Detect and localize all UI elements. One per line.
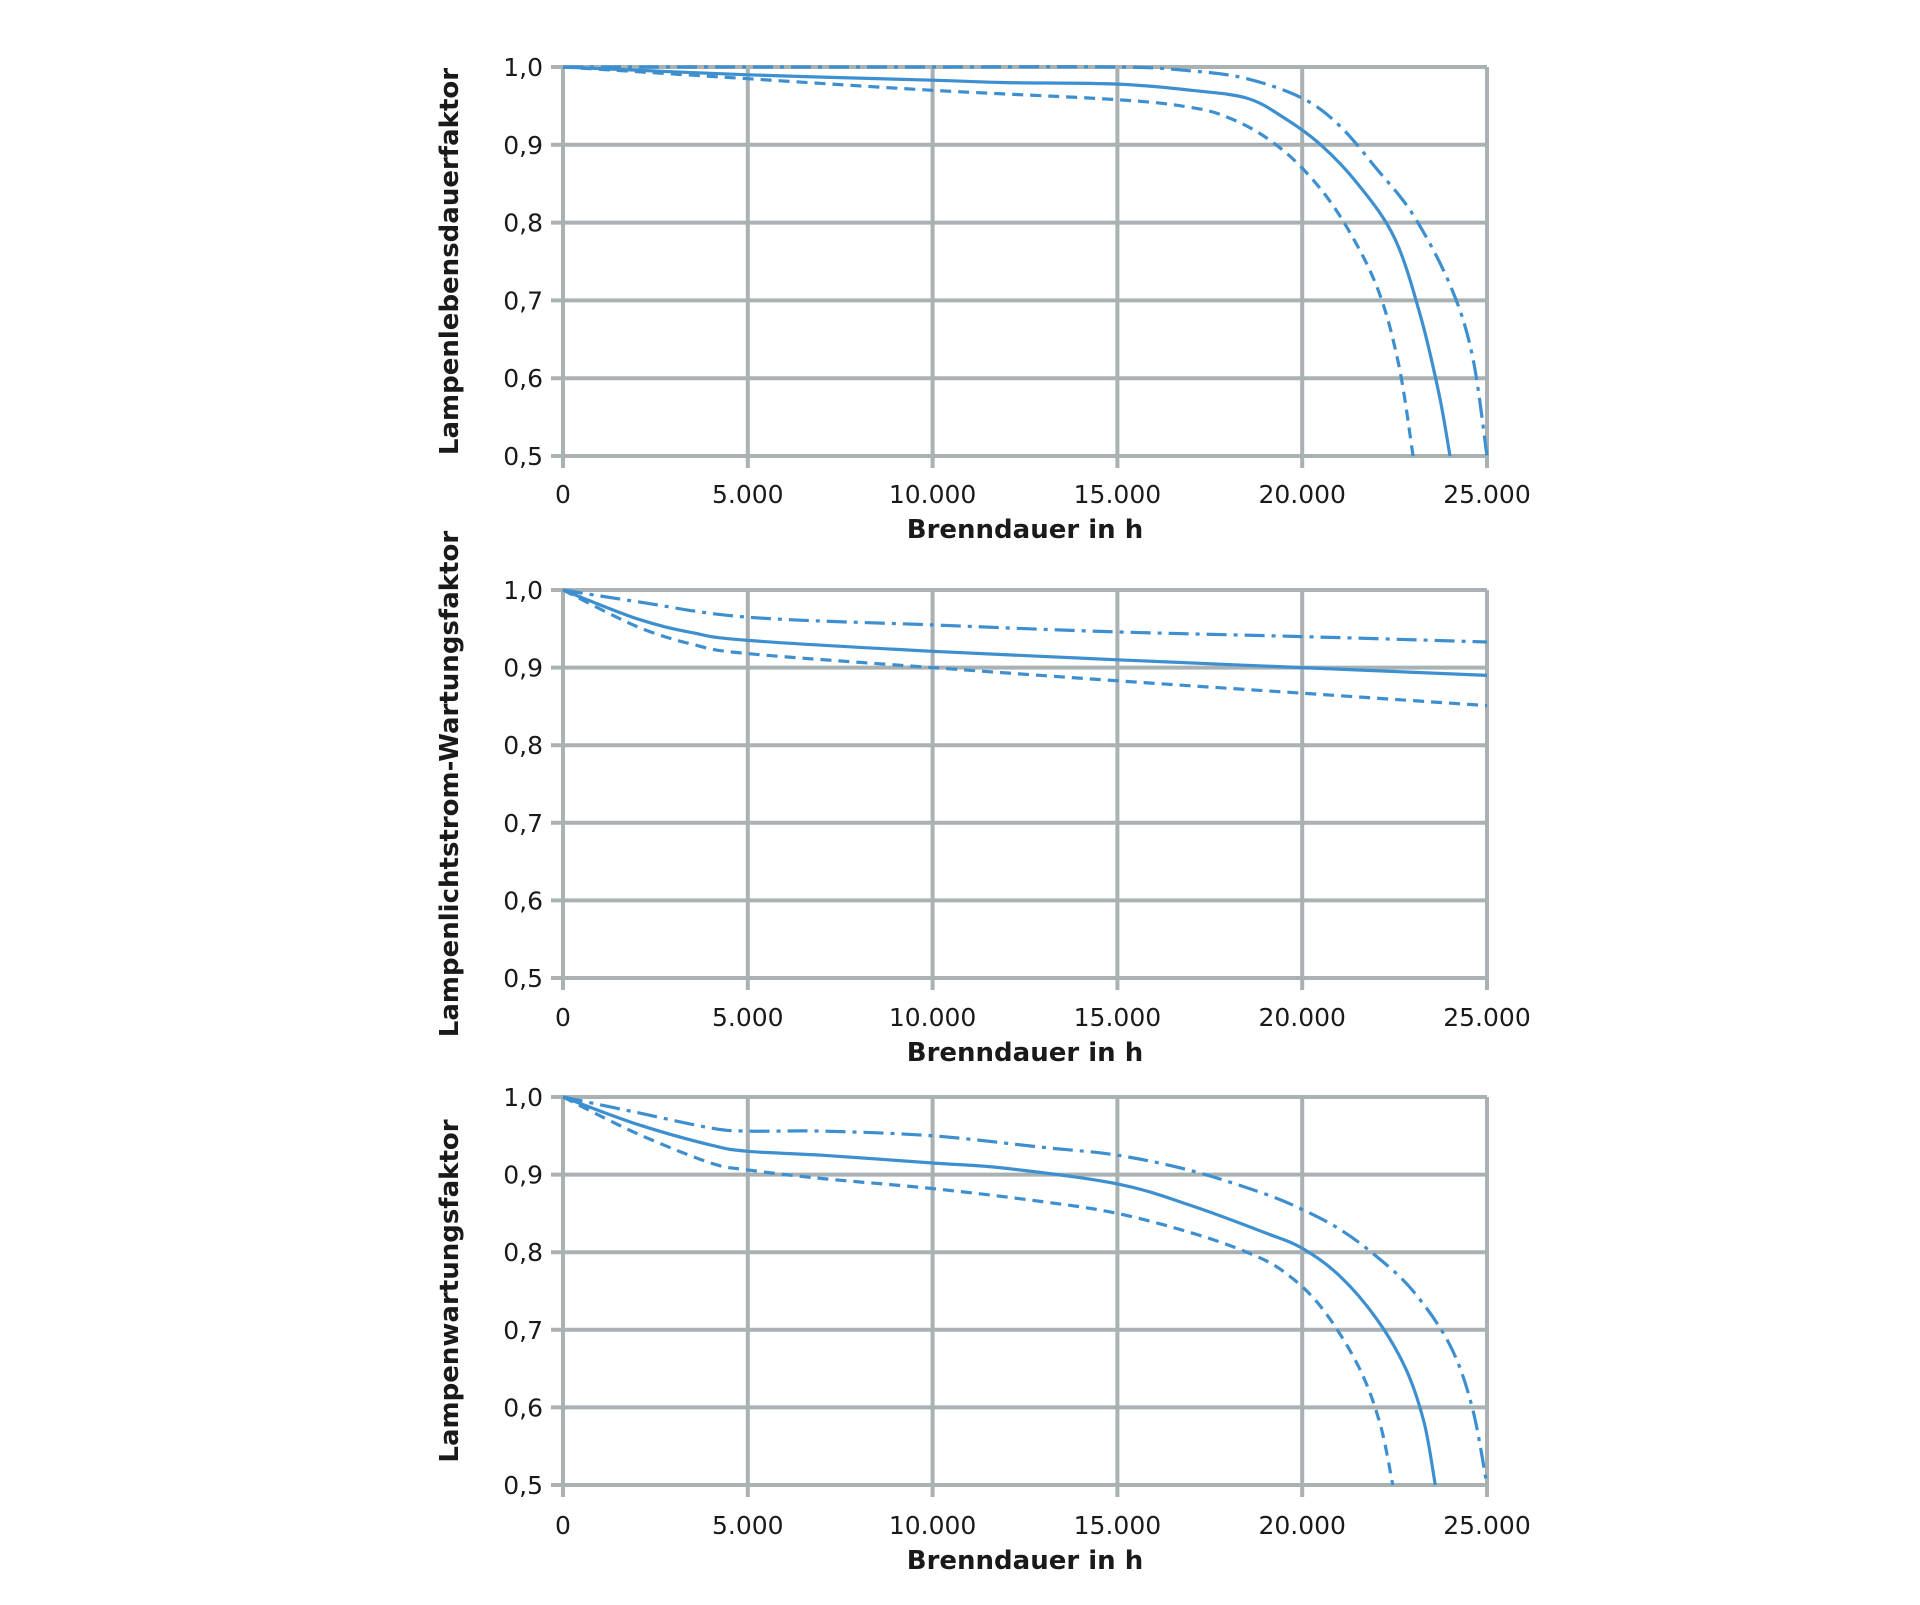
x-tick-label: 15.000 — [1074, 1511, 1161, 1540]
y-tick-label: 0,7 — [503, 286, 543, 315]
x-tick-label: 10.000 — [889, 480, 976, 509]
y-tick-label: 0,5 — [503, 1471, 543, 1500]
x-tick-label: 5.000 — [712, 480, 784, 509]
chart-panel-lampenlichtstrom-wartungsfaktor: 0 5.000 10.000 15.000 20.000 25.000 0,5 0,6 0,7 0… — [435, 531, 1531, 1068]
series-line-solid — [562, 588, 1488, 677]
y-axis-label: Lampenwartungsfaktor — [435, 1119, 465, 1462]
x-axis-label: Brenndauer in h — [907, 1546, 1143, 1576]
x-tick-label: 0 — [555, 1003, 571, 1032]
chart-panel-lampenlebensdauerfaktor: 0 5.000 10.000 15.000 20.000 25.000 0,5 0,6 0,7 0… — [435, 53, 1531, 545]
y-tick-label: 0,9 — [503, 654, 543, 683]
y-tick-label: 1,0 — [503, 1083, 543, 1112]
x-tick-label: 25.000 — [1443, 1003, 1530, 1032]
x-axis-label: Brenndauer in h — [907, 1038, 1143, 1068]
x-tick-label: 15.000 — [1074, 1003, 1161, 1032]
series-line-solid — [562, 1095, 1437, 1486]
y-tick-label: 0,5 — [503, 964, 543, 993]
x-tick-label: 20.000 — [1258, 1511, 1345, 1540]
series-line-dashed — [562, 588, 1488, 708]
y-tick-label: 0,5 — [503, 442, 543, 471]
y-tick-label: 1,0 — [503, 53, 543, 82]
y-axis-label: Lampenlichtstrom-Wartungsfaktor — [435, 531, 465, 1038]
y-tick-label: 0,6 — [503, 886, 543, 915]
y-tick-label: 0,9 — [503, 131, 543, 160]
y-tick-label: 1,0 — [503, 576, 543, 605]
series-line-dashed — [562, 1095, 1395, 1486]
series-line-solid — [562, 65, 1452, 457]
y-tick-label: 0,7 — [503, 1316, 543, 1345]
y-tick-label: 0,6 — [503, 1393, 543, 1422]
x-axis-label: Brenndauer in h — [907, 515, 1143, 545]
x-tick-label: 10.000 — [889, 1003, 976, 1032]
series-line-dashed — [562, 65, 1415, 457]
y-tick-label: 0,8 — [503, 1238, 543, 1267]
x-tick-label: 25.000 — [1443, 1511, 1530, 1540]
x-tick-label: 15.000 — [1074, 480, 1161, 509]
series-line-dashdot — [563, 65, 1489, 457]
x-tick-label: 20.000 — [1258, 480, 1345, 509]
y-tick-label: 0,9 — [503, 1161, 543, 1190]
x-tick-label: 20.000 — [1258, 1003, 1345, 1032]
y-tick-label: 0,8 — [503, 209, 543, 238]
x-tick-label: 10.000 — [889, 1511, 976, 1540]
x-tick-label: 0 — [555, 1511, 571, 1540]
x-tick-label: 0 — [555, 480, 571, 509]
y-axis-label: Lampenlebensdauerfaktor — [435, 68, 465, 455]
x-tick-label: 25.000 — [1443, 480, 1530, 509]
x-tick-label: 5.000 — [712, 1003, 784, 1032]
y-tick-label: 0,6 — [503, 364, 543, 393]
y-tick-label: 0,7 — [503, 809, 543, 838]
x-tick-label: 5.000 — [712, 1511, 784, 1540]
series-line-dashdot — [562, 1095, 1489, 1486]
chart-panel-lampenwartungsfaktor: 0 5.000 10.000 15.000 20.000 25.000 0,5 0,6 0,7 0… — [435, 1083, 1531, 1576]
y-tick-label: 0,8 — [503, 731, 543, 760]
